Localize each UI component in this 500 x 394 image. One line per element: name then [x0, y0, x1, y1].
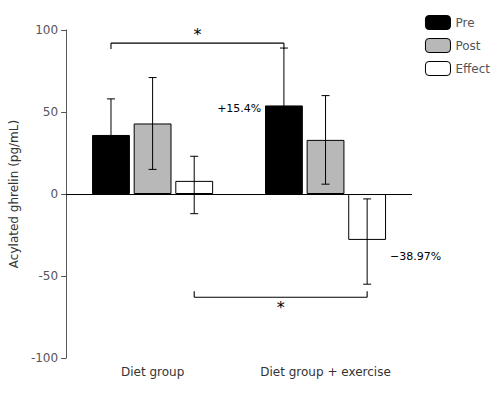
svg-text:Diet group + exercise: Diet group + exercise — [260, 365, 391, 379]
svg-text:*: * — [193, 25, 201, 44]
svg-text:*: * — [277, 298, 285, 317]
svg-text:+15.4%: +15.4% — [217, 102, 261, 115]
svg-text:Post: Post — [455, 39, 480, 53]
svg-text:50: 50 — [43, 105, 58, 119]
svg-text:100: 100 — [35, 23, 58, 37]
svg-text:0: 0 — [50, 187, 58, 201]
svg-text:-100: -100 — [31, 351, 58, 365]
svg-text:-50: -50 — [39, 269, 59, 283]
svg-text:Pre: Pre — [455, 16, 474, 30]
svg-text:Diet group: Diet group — [121, 365, 184, 379]
svg-text:Acylated ghrelin (pg/mL): Acylated ghrelin (pg/mL) — [7, 120, 21, 268]
svg-text:Effect: Effect — [455, 62, 490, 76]
svg-text:−38.97%: −38.97% — [390, 250, 441, 263]
